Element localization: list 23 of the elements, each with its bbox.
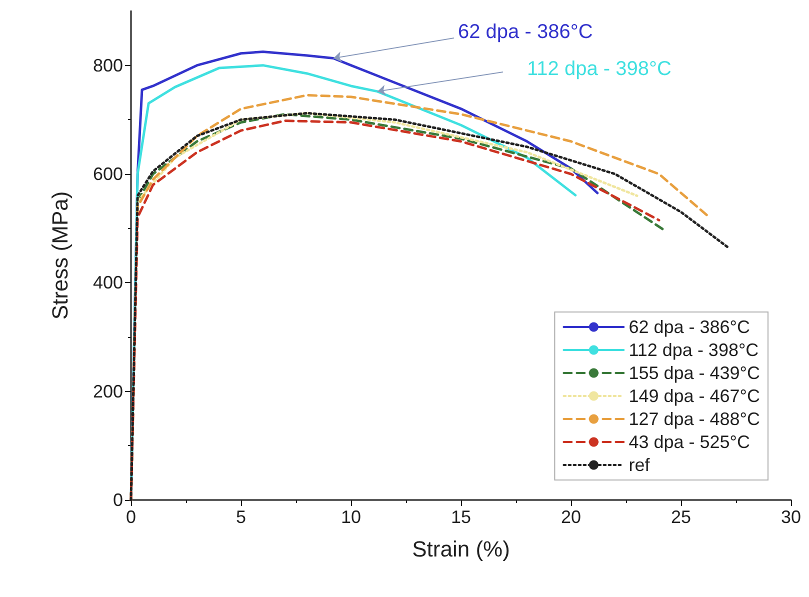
x-tick-label: 30 — [780, 507, 802, 527]
y-tick-label: 0 — [112, 490, 123, 510]
legend-label: 127 dpa - 488°C — [628, 409, 760, 429]
legend-label: 155 dpa - 439°C — [628, 363, 760, 383]
legend-label: 62 dpa - 386°C — [628, 317, 750, 337]
legend-label: ref — [628, 455, 651, 475]
x-tick-label: 0 — [126, 507, 136, 527]
x-tick-label: 20 — [560, 507, 582, 527]
legend-label: 149 dpa - 467°C — [628, 386, 760, 406]
x-tick-label: 15 — [450, 507, 472, 527]
y-tick-label: 800 — [92, 55, 123, 76]
x-tick-label: 25 — [670, 507, 692, 527]
y-axis-title: Stress (MPa) — [48, 191, 72, 320]
y-tick-label: 400 — [92, 272, 123, 293]
y-tick-label: 200 — [92, 381, 123, 402]
x-axis-title: Strain (%) — [412, 536, 510, 562]
x-tick-label: 5 — [236, 507, 246, 527]
annotation: 62 dpa - 386°C — [458, 21, 593, 43]
annotation: 112 dpa - 398°C — [527, 58, 672, 80]
y-tick-label: 600 — [92, 164, 123, 184]
legend-label: 112 dpa - 398°C — [628, 340, 759, 360]
legend-label: 43 dpa - 525°C — [628, 432, 750, 452]
x-tick-label: 10 — [340, 507, 362, 527]
